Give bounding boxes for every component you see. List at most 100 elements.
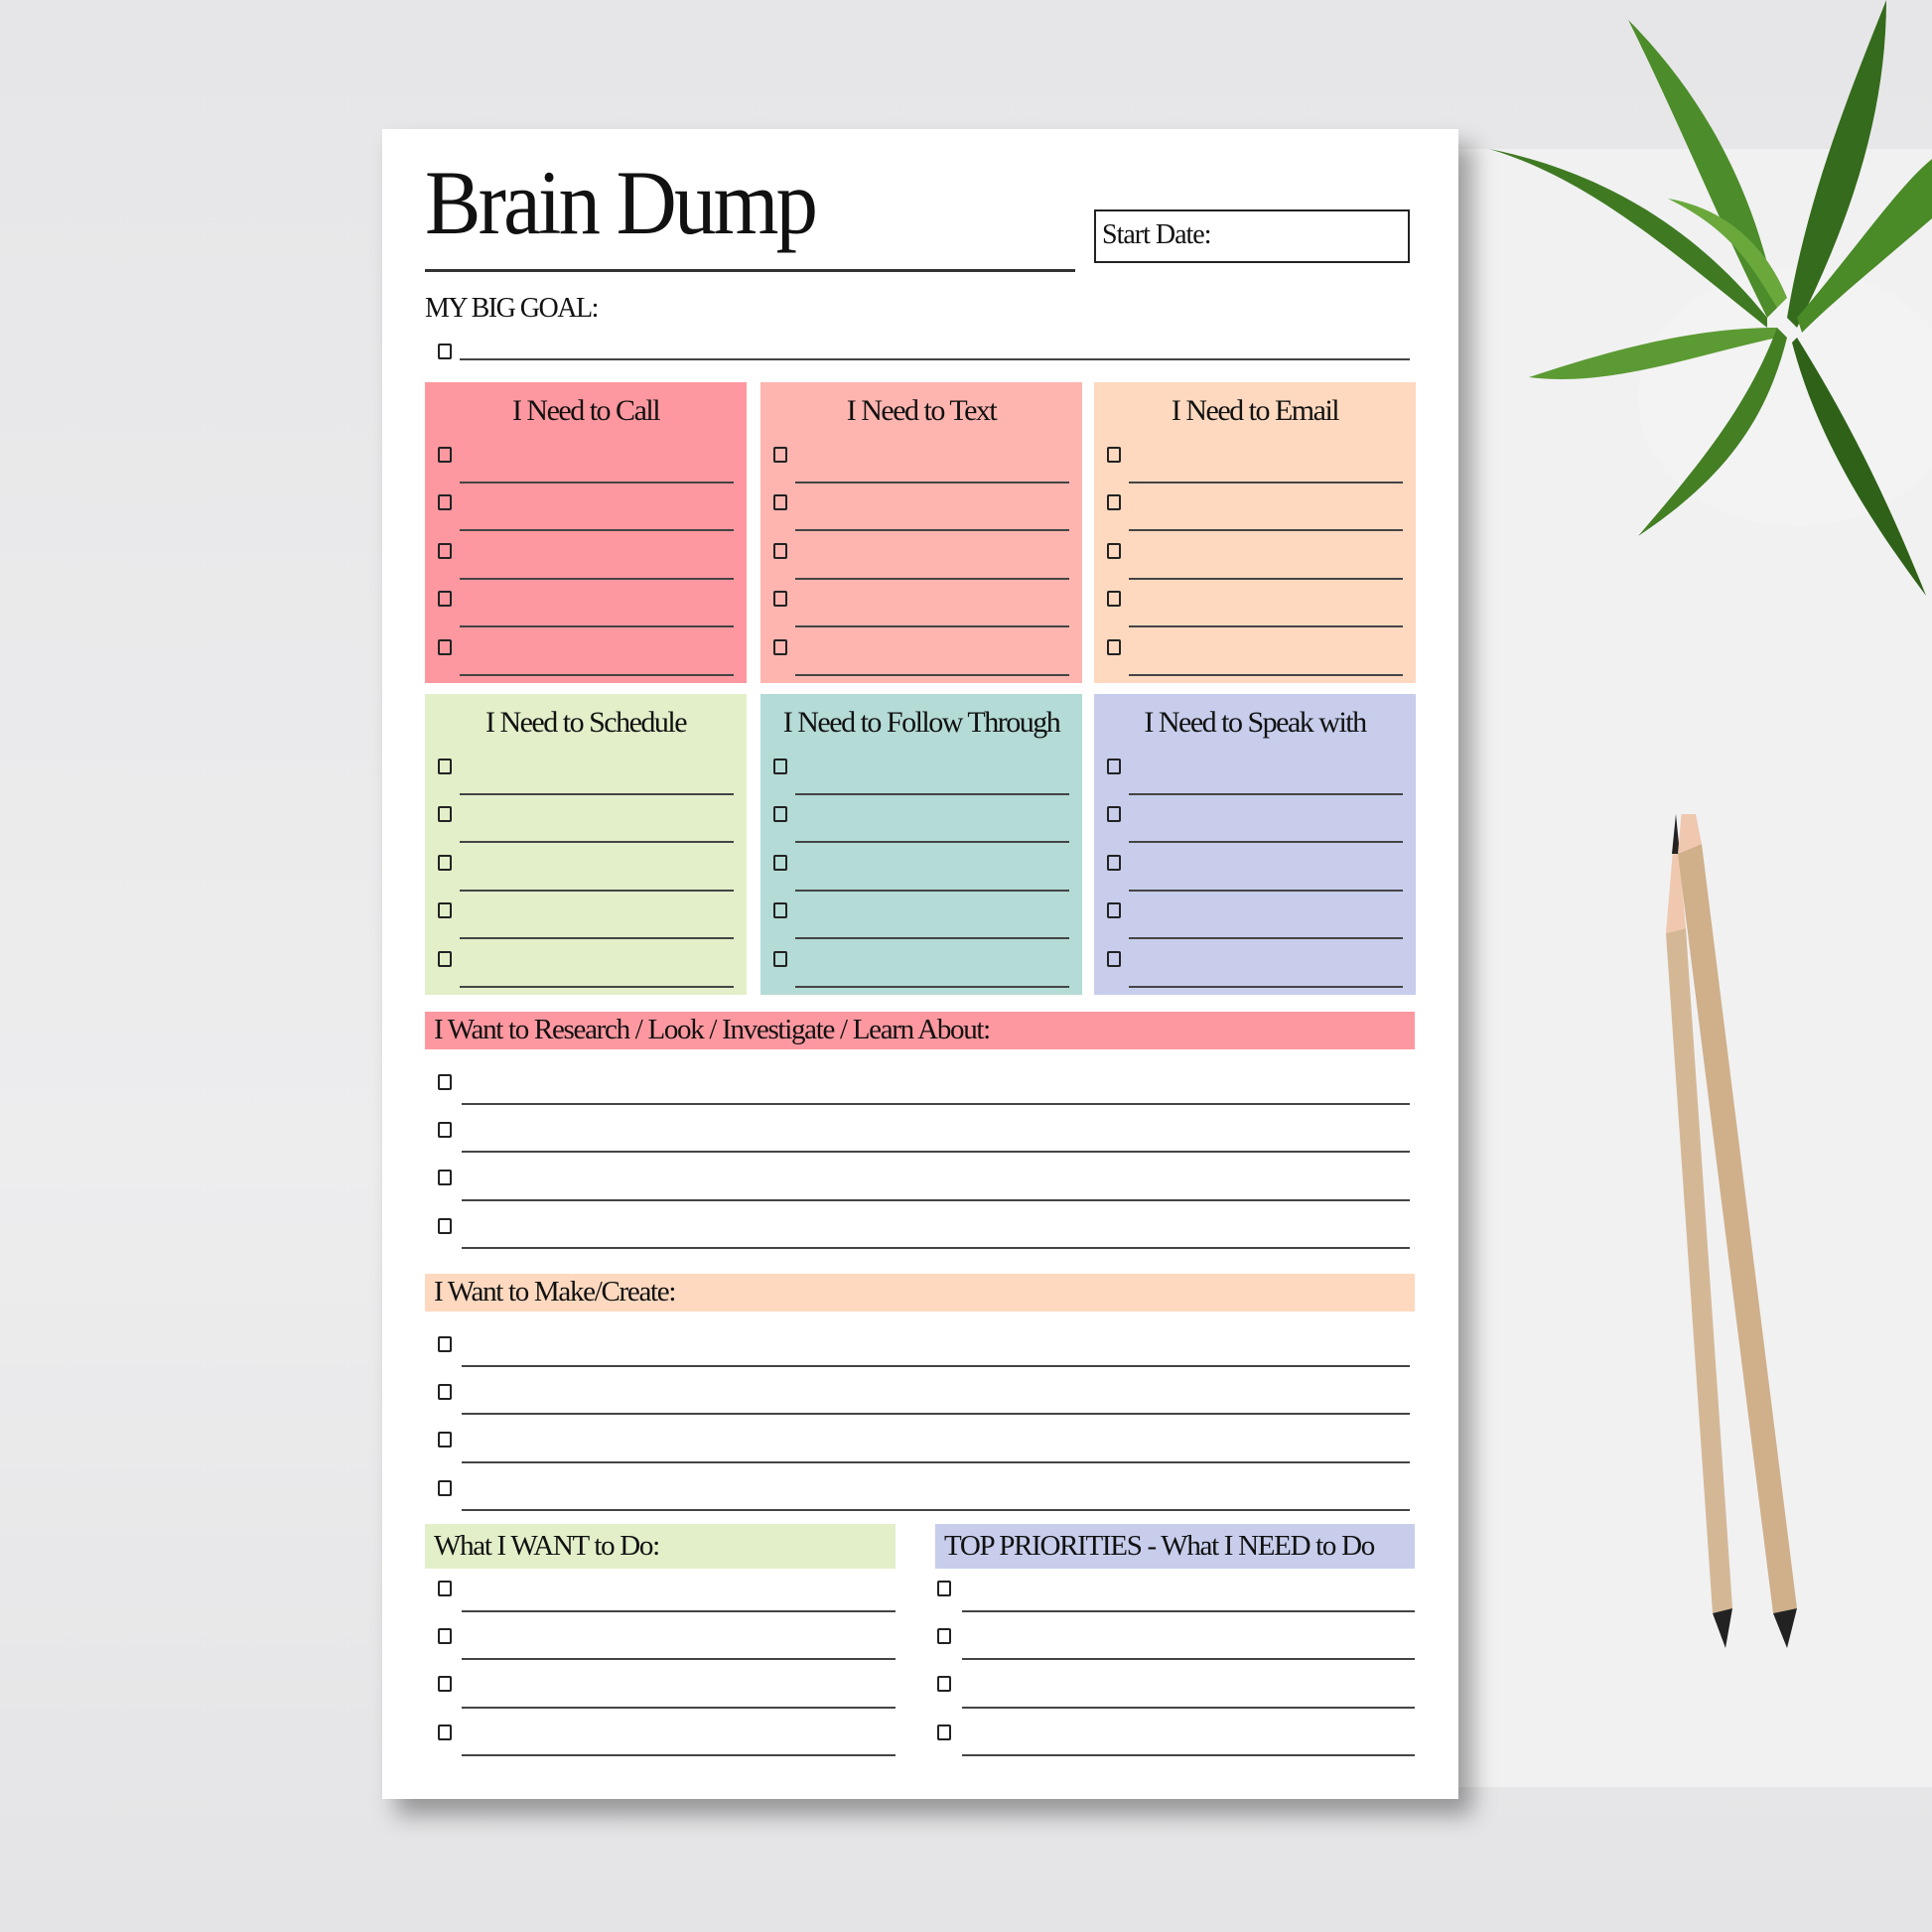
checkbox[interactable] bbox=[773, 806, 787, 823]
write-line[interactable] bbox=[795, 889, 1069, 892]
checkbox[interactable] bbox=[937, 1676, 951, 1693]
write-line[interactable] bbox=[1129, 793, 1403, 795]
checkbox[interactable] bbox=[773, 542, 787, 559]
write-line[interactable] bbox=[795, 673, 1069, 676]
category-box: I Need to Text bbox=[760, 382, 1082, 683]
write-line[interactable] bbox=[460, 841, 734, 844]
write-line[interactable] bbox=[1129, 937, 1403, 940]
checkbox[interactable] bbox=[773, 950, 787, 967]
checkbox[interactable] bbox=[438, 1581, 452, 1596]
write-line[interactable] bbox=[1129, 577, 1403, 580]
write-line[interactable] bbox=[460, 625, 734, 628]
write-line[interactable] bbox=[1129, 529, 1403, 532]
checkbox[interactable] bbox=[438, 1217, 452, 1234]
checkbox[interactable] bbox=[1107, 542, 1121, 559]
write-line[interactable] bbox=[795, 841, 1069, 844]
checkbox[interactable] bbox=[773, 494, 787, 511]
checkbox[interactable] bbox=[1107, 806, 1121, 823]
write-line[interactable] bbox=[462, 1198, 1410, 1201]
write-line[interactable] bbox=[1129, 889, 1403, 892]
write-line[interactable] bbox=[1129, 482, 1403, 483]
write-line[interactable] bbox=[460, 889, 734, 892]
write-line[interactable] bbox=[962, 1658, 1415, 1661]
write-line[interactable] bbox=[462, 1103, 1410, 1105]
big-goal-line[interactable] bbox=[460, 358, 1410, 360]
write-line[interactable] bbox=[795, 577, 1069, 580]
write-line[interactable] bbox=[962, 1754, 1415, 1757]
category-title: I Need to Speak with bbox=[1144, 706, 1367, 739]
big-goal-checkbox[interactable] bbox=[438, 344, 452, 359]
checkbox[interactable] bbox=[1107, 638, 1121, 655]
checkbox[interactable] bbox=[438, 854, 452, 871]
checkbox[interactable] bbox=[773, 854, 787, 871]
checkbox[interactable] bbox=[438, 1074, 452, 1090]
write-line[interactable] bbox=[460, 577, 734, 580]
write-line[interactable] bbox=[795, 482, 1069, 483]
write-line[interactable] bbox=[462, 1658, 896, 1661]
checkbox[interactable] bbox=[1107, 950, 1121, 967]
write-line[interactable] bbox=[460, 985, 734, 988]
write-line[interactable] bbox=[1129, 985, 1403, 988]
checkbox[interactable] bbox=[773, 591, 787, 608]
checkbox[interactable] bbox=[438, 1170, 452, 1186]
write-line[interactable] bbox=[462, 1365, 1410, 1367]
write-line[interactable] bbox=[795, 937, 1069, 940]
write-line[interactable] bbox=[460, 482, 734, 483]
checkbox[interactable] bbox=[438, 950, 452, 967]
checkbox[interactable] bbox=[438, 494, 452, 511]
checkbox[interactable] bbox=[438, 1384, 452, 1401]
write-line[interactable] bbox=[462, 1610, 896, 1612]
checkbox[interactable] bbox=[438, 542, 452, 559]
write-line[interactable] bbox=[462, 1460, 1410, 1463]
checkbox[interactable] bbox=[438, 638, 452, 655]
checkbox[interactable] bbox=[773, 447, 787, 463]
write-line[interactable] bbox=[462, 1509, 1410, 1512]
checkbox[interactable] bbox=[773, 759, 787, 774]
checkbox[interactable] bbox=[438, 591, 452, 608]
checkbox[interactable] bbox=[937, 1581, 951, 1596]
priorities-section-header: TOP PRIORITIES - What I NEED to Do bbox=[935, 1524, 1415, 1569]
write-line[interactable] bbox=[795, 793, 1069, 795]
checkbox[interactable] bbox=[438, 1676, 452, 1693]
write-line[interactable] bbox=[962, 1706, 1415, 1709]
checkbox[interactable] bbox=[438, 759, 452, 774]
write-line[interactable] bbox=[462, 1754, 896, 1757]
priorities-section-title: TOP PRIORITIES - What I NEED to Do bbox=[944, 1530, 1375, 1562]
checkbox[interactable] bbox=[438, 1479, 452, 1496]
checkbox[interactable] bbox=[438, 1122, 452, 1139]
write-line[interactable] bbox=[460, 673, 734, 676]
checkbox[interactable] bbox=[773, 902, 787, 919]
write-line[interactable] bbox=[460, 793, 734, 795]
write-line[interactable] bbox=[462, 1413, 1410, 1416]
checkbox[interactable] bbox=[773, 638, 787, 655]
checkbox[interactable] bbox=[438, 1336, 452, 1352]
write-line[interactable] bbox=[795, 985, 1069, 988]
write-line[interactable] bbox=[1129, 841, 1403, 844]
write-line[interactable] bbox=[1129, 625, 1403, 628]
checkbox[interactable] bbox=[1107, 447, 1121, 463]
checkbox[interactable] bbox=[1107, 759, 1121, 774]
checkbox[interactable] bbox=[438, 1628, 452, 1645]
write-line[interactable] bbox=[795, 529, 1069, 532]
checkbox[interactable] bbox=[1107, 494, 1121, 511]
checkbox[interactable] bbox=[438, 806, 452, 823]
category-title: I Need to Schedule bbox=[484, 706, 688, 739]
write-line[interactable] bbox=[795, 625, 1069, 628]
checkbox[interactable] bbox=[1107, 902, 1121, 919]
write-line[interactable] bbox=[962, 1610, 1415, 1612]
checkbox[interactable] bbox=[438, 1724, 452, 1740]
write-line[interactable] bbox=[460, 529, 734, 532]
checkbox[interactable] bbox=[937, 1724, 951, 1740]
start-date-field[interactable]: Start Date: bbox=[1094, 209, 1410, 263]
checkbox[interactable] bbox=[937, 1628, 951, 1645]
checkbox[interactable] bbox=[438, 1432, 452, 1449]
write-line[interactable] bbox=[462, 1151, 1410, 1154]
write-line[interactable] bbox=[462, 1706, 896, 1709]
checkbox[interactable] bbox=[438, 447, 452, 463]
checkbox[interactable] bbox=[1107, 854, 1121, 871]
checkbox[interactable] bbox=[438, 902, 452, 919]
write-line[interactable] bbox=[460, 937, 734, 940]
write-line[interactable] bbox=[462, 1247, 1410, 1250]
checkbox[interactable] bbox=[1107, 591, 1121, 608]
write-line[interactable] bbox=[1129, 673, 1403, 676]
